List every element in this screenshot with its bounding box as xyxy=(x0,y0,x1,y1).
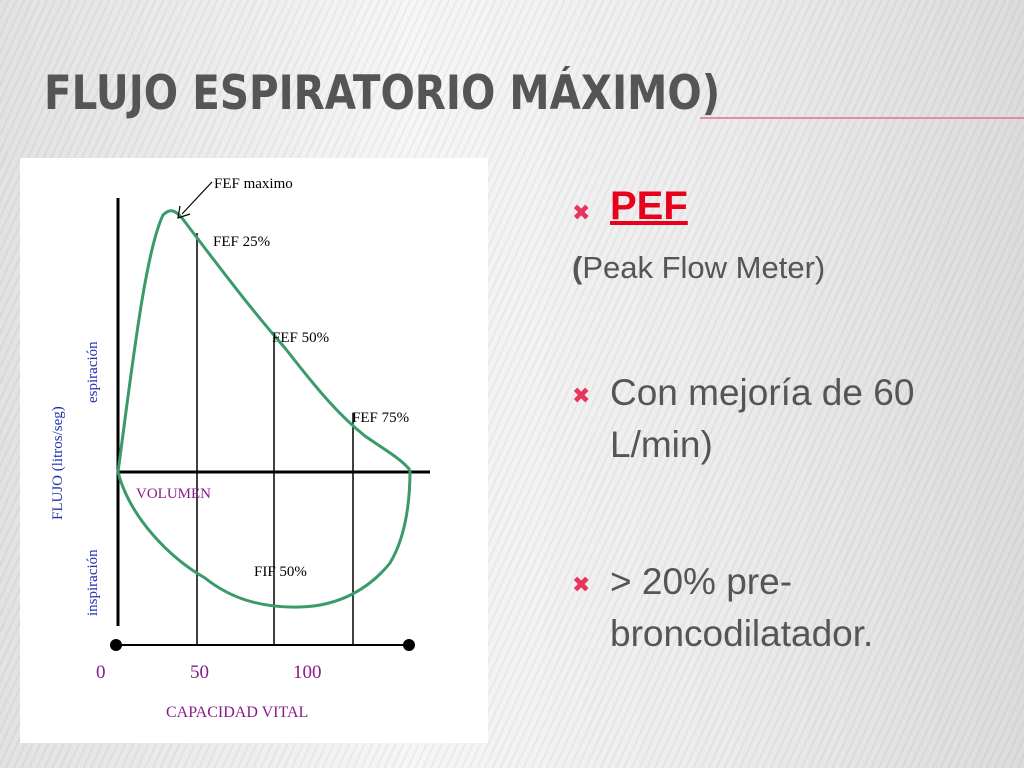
x-baseline-end-dot xyxy=(403,639,415,651)
fef-max-arrowhead xyxy=(177,205,191,219)
pef-heading: PEF xyxy=(610,184,688,228)
fef25-label: FEF 25% xyxy=(213,234,270,250)
expiratory-curve xyxy=(116,209,412,473)
pef-subtitle-text: Peak Flow Meter) xyxy=(582,250,826,285)
title-rule xyxy=(700,117,1024,119)
fef50-label: FEF 50% xyxy=(272,330,329,346)
inspiracion-label: inspiración xyxy=(85,549,101,616)
fif50-label: FIF 50% xyxy=(254,564,307,580)
flow-volume-diagram: FEF maximo FEF 25% FEF 50% FEF 75% FIF 5… xyxy=(50,176,430,721)
x-baseline-start-dot xyxy=(110,639,122,651)
bullet-x-icon: ✖ xyxy=(572,200,591,225)
flow-volume-figure: FEF maximo FEF 25% FEF 50% FEF 75% FIF 5… xyxy=(20,158,488,743)
x-tick-0: 0 xyxy=(96,662,106,683)
pef-subtitle: (Peak Flow Meter) xyxy=(572,250,825,286)
fef-max-arrow xyxy=(181,181,213,215)
fef75-label: FEF 75% xyxy=(352,410,409,426)
bullet-x-icon: ✖ xyxy=(572,572,591,597)
volumen-label: VOLUMEN xyxy=(136,486,211,502)
inspiratory-curve xyxy=(116,469,412,609)
pef-open-paren: ( xyxy=(572,250,583,285)
bullet-text-prebroncodilatador: > 20% pre-broncodilatador. xyxy=(610,561,874,654)
espiracion-label: espiración xyxy=(85,341,101,403)
slide-title: Flujo espiratorio máximo) xyxy=(44,66,721,121)
x-tick-50: 50 xyxy=(190,662,209,683)
bullet-text-mejoria: Con mejoría de 60 L/min) xyxy=(610,372,915,465)
fef-max-label: FEF maximo xyxy=(214,176,293,192)
x-tick-100: 100 xyxy=(293,662,322,683)
y-axis-label: FLUJO (litros/seg) xyxy=(50,406,66,520)
bullet-x-icon: ✖ xyxy=(572,383,591,408)
x-axis-label: CAPACIDAD VITAL xyxy=(166,704,308,721)
